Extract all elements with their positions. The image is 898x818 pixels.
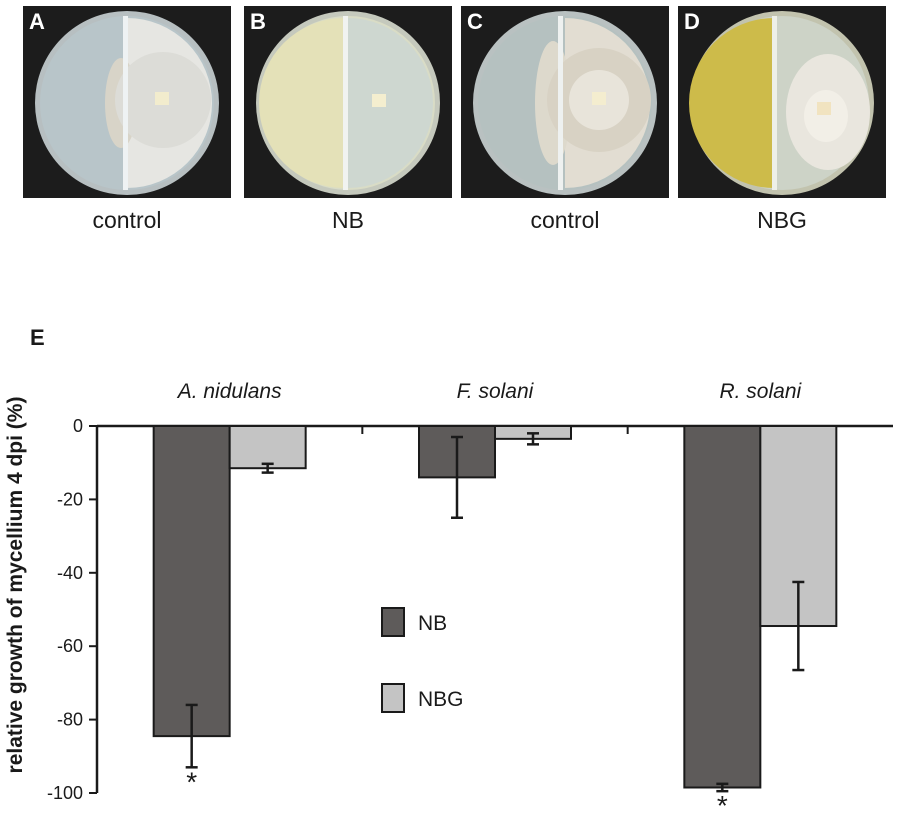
significance-marker: * (186, 766, 197, 797)
category-label: F. solani (457, 380, 535, 403)
y-tick-label: -100 (47, 783, 83, 803)
bar-chart: relative growth of mycellium 4 dpi (%) 0… (4, 380, 893, 818)
panel-letter: D (684, 9, 700, 34)
bar-nbg (228, 425, 307, 470)
panel-caption: NB (332, 207, 364, 233)
photo-panel-a: A (23, 6, 231, 198)
petri-dish-image (256, 11, 440, 195)
panel-letter: B (250, 9, 266, 34)
photo-panel-b: B (244, 6, 452, 198)
panel-caption: control (530, 207, 600, 233)
y-tick-label: -60 (57, 636, 83, 656)
legend-swatch (381, 683, 405, 713)
legend-swatch (381, 607, 405, 637)
y-tick-label: -40 (57, 563, 83, 583)
panel-letter-e: E (30, 325, 45, 350)
petri-dish-image (689, 11, 874, 195)
panel-letter: C (467, 9, 483, 34)
panel-caption: NBG (757, 207, 807, 233)
panel-letter: A (29, 9, 45, 34)
bar-nb (152, 425, 231, 738)
panel-caption: control (92, 207, 162, 233)
bar-nb (683, 425, 762, 789)
photo-panel-c: C (461, 6, 669, 198)
significance-marker: * (717, 790, 728, 818)
y-axis-title: relative growth of mycellium 4 dpi (%) (4, 397, 27, 774)
petri-dish-image (35, 11, 219, 195)
y-tick-label: 0 (73, 416, 83, 436)
y-tick-label: -80 (57, 710, 83, 730)
legend-label: NB (418, 612, 447, 635)
petri-dish-image (473, 11, 657, 195)
y-tick-label: -20 (57, 489, 83, 509)
photo-panel-d: D (678, 6, 886, 198)
legend-label: NBG (418, 688, 464, 711)
category-label: A. nidulans (176, 380, 282, 403)
category-label: R. solani (719, 380, 802, 403)
